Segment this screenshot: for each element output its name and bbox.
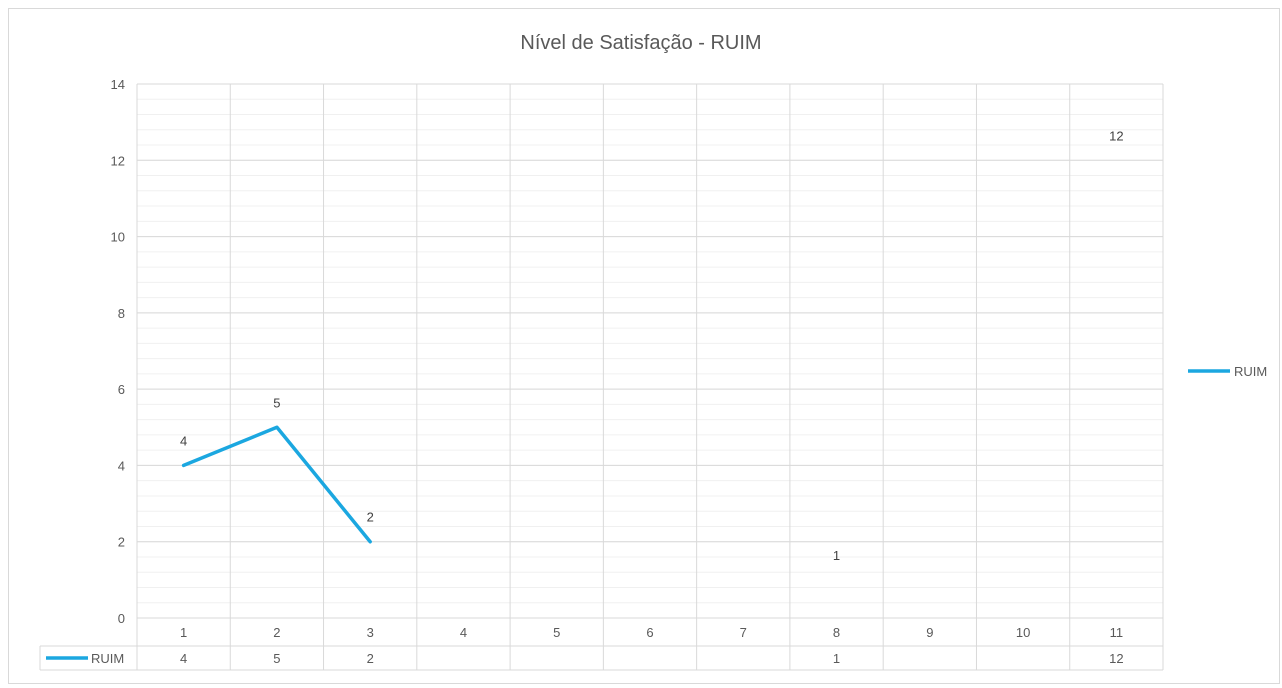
x-tick-label: 6 [646,625,653,640]
x-tick-label: 3 [367,625,374,640]
x-tick-label: 1 [180,625,187,640]
y-tick-label: 14 [111,77,125,92]
data-label: 2 [367,510,374,525]
vertical-gridlines [136,84,1164,670]
x-tick-label: 7 [740,625,747,640]
legend: RUIM [1188,364,1267,379]
table-cell-value: 4 [180,651,187,666]
data-label: 1 [833,548,840,563]
data-label: 12 [1109,128,1123,143]
table-cell-value: 12 [1109,651,1123,666]
minor-gridlines [137,83,1163,619]
x-axis-tick-labels: 1 2 3 4 5 6 7 8 9 10 11 [180,625,1123,640]
table-row-label: RUIM [91,651,124,666]
y-tick-label: 10 [111,230,125,245]
series-lines [181,425,372,544]
table-cell-value: 5 [273,651,280,666]
y-tick-label: 4 [118,458,125,473]
x-tick-label: 2 [273,625,280,640]
x-tick-label: 5 [553,625,560,640]
y-tick-label: 0 [118,611,125,626]
y-tick-label: 6 [118,382,125,397]
data-label: 5 [273,395,280,410]
major-gridlines [137,83,1163,619]
chart-area [8,8,1280,684]
data-table: RUIM 4 5 2 1 12 [39,645,1163,671]
data-label: 4 [180,433,187,448]
y-tick-label: 12 [111,153,125,168]
y-axis-tick-labels: 0 2 4 6 8 10 12 14 [111,77,125,626]
y-tick-label: 8 [118,306,125,321]
x-tick-label: 9 [926,625,933,640]
table-cell-value: 1 [833,651,840,666]
series-line-ruim [181,425,372,544]
data-labels: 4 5 2 1 12 [180,128,1124,563]
x-tick-label: 10 [1016,625,1030,640]
y-tick-label: 2 [118,535,125,550]
x-tick-label: 11 [1110,625,1124,640]
x-tick-label: 4 [460,625,467,640]
legend-label-ruim: RUIM [1234,364,1267,379]
chart-title: Nível de Satisfação - RUIM [520,32,761,54]
table-cell-value: 2 [367,651,374,666]
x-tick-label: 8 [833,625,840,640]
